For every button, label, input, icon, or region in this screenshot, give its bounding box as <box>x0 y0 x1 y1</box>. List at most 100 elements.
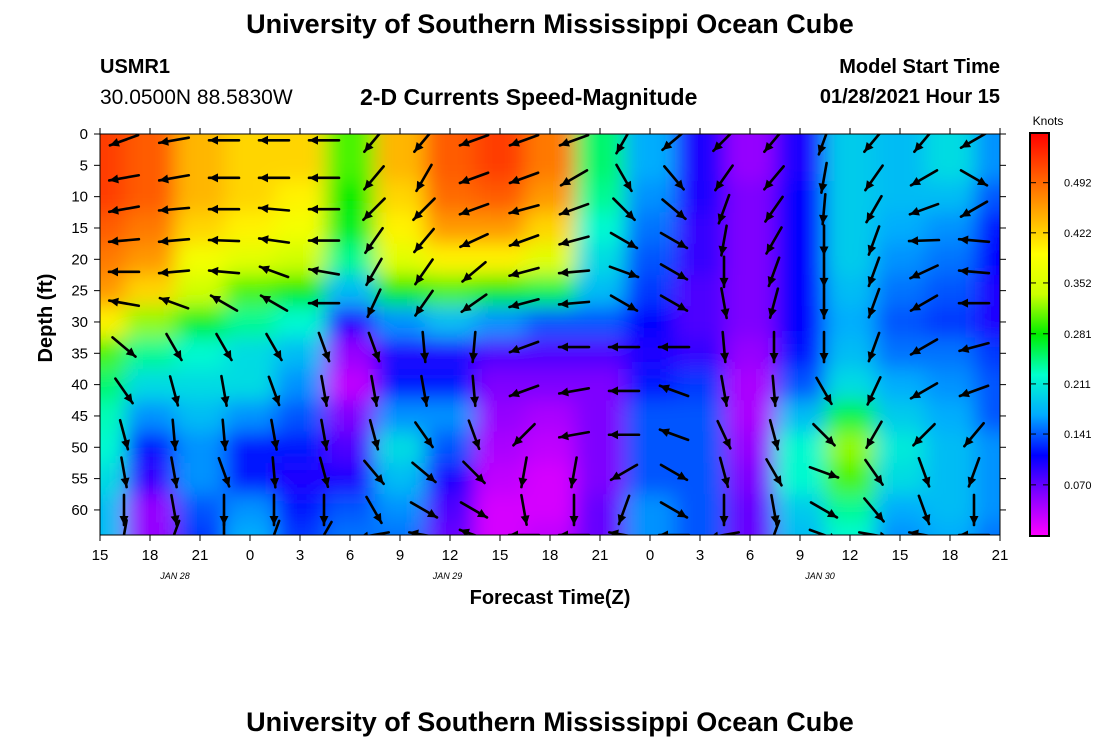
current-vector <box>661 198 687 221</box>
heatmap-cell <box>775 337 826 370</box>
current-vector <box>558 202 590 216</box>
current-vector <box>717 193 731 225</box>
heatmap-cell <box>975 274 1000 307</box>
heatmap-cell <box>775 274 826 307</box>
heatmap-cell <box>725 134 776 151</box>
current-vector <box>217 456 231 488</box>
current-vector <box>609 294 639 312</box>
current-vector <box>958 341 990 353</box>
current-vector <box>209 294 239 312</box>
current-vector <box>607 342 641 352</box>
heatmap-cell <box>475 494 526 523</box>
current-vector <box>468 330 478 364</box>
heatmap-cell <box>775 212 826 245</box>
heatmap-cell <box>625 134 676 151</box>
heatmap-cell <box>325 149 376 182</box>
current-vector <box>818 192 828 226</box>
heatmap-cell <box>875 134 926 151</box>
current-vector <box>157 173 191 184</box>
heatmap-cell <box>125 368 176 401</box>
heatmap-cell <box>525 149 576 182</box>
current-vector <box>969 493 979 527</box>
heatmap-cell <box>425 134 476 151</box>
current-vector <box>508 234 540 247</box>
current-vector <box>363 134 381 154</box>
current-vector <box>307 135 341 145</box>
current-vector <box>913 134 931 154</box>
current-vector <box>714 164 734 192</box>
heatmap-cell <box>575 180 626 213</box>
heatmap-cell <box>225 400 276 433</box>
current-vector <box>257 235 291 245</box>
current-vector <box>958 384 990 398</box>
heatmap-cell <box>925 431 976 464</box>
x-tick-label: 0 <box>646 547 654 564</box>
x-tick-label: 6 <box>746 547 754 564</box>
heatmap-cell <box>425 212 476 245</box>
current-vector <box>769 330 779 364</box>
x-tick-label: 21 <box>192 547 209 564</box>
x-tick-label: 9 <box>796 547 804 564</box>
heatmap-cell <box>225 274 276 307</box>
current-vector <box>867 331 881 363</box>
current-vector <box>609 231 639 250</box>
heatmap-cell <box>475 337 526 370</box>
y-axis: 0 5 10 15 20 25 30 35 40 45 50 55 60 <box>71 126 1006 519</box>
current-vector <box>307 298 341 308</box>
colorbar-scale <box>1029 132 1050 537</box>
heatmap-cell <box>225 337 276 370</box>
heatmap-cell <box>625 180 676 213</box>
current-vector <box>768 418 780 451</box>
current-vector <box>808 528 834 535</box>
current-vector <box>716 419 732 450</box>
current-vector <box>460 293 488 314</box>
current-vector <box>467 419 481 451</box>
heatmap-cell <box>825 306 876 339</box>
heatmap-cell <box>925 494 976 523</box>
heatmap-cell <box>675 400 726 433</box>
current-vector <box>207 266 241 276</box>
current-vector <box>557 530 591 535</box>
heatmap-cell <box>125 494 176 523</box>
heatmap-cell <box>825 134 876 151</box>
y-tick-label: 50 <box>71 439 88 456</box>
current-vector <box>959 169 989 187</box>
heatmap-cell <box>275 368 326 401</box>
heatmap-cell <box>825 462 876 495</box>
heatmap-cell <box>525 462 576 495</box>
heatmap-cell <box>675 337 726 370</box>
heatmap-cell <box>425 306 476 339</box>
heatmap-cell <box>225 462 276 495</box>
heatmap-cell <box>225 306 276 339</box>
heatmap-cell <box>625 368 676 401</box>
current-vector <box>267 375 281 407</box>
heatmap-cell <box>625 149 676 182</box>
current-vector <box>763 165 785 191</box>
current-vector <box>414 421 434 449</box>
current-vector <box>118 418 130 451</box>
heatmap-cell <box>875 462 926 495</box>
current-vector <box>319 493 329 527</box>
current-vector <box>864 458 884 486</box>
current-vector <box>809 501 839 519</box>
current-vector <box>363 459 385 486</box>
heatmap-cell <box>925 149 976 182</box>
current-vector <box>808 465 840 479</box>
heatmap-cell <box>675 431 726 464</box>
heatmap-cell <box>725 306 776 339</box>
heatmap-cell <box>125 306 176 339</box>
heatmap-cell <box>100 462 126 495</box>
current-vector <box>470 374 480 408</box>
current-vector <box>557 430 591 441</box>
current-vector <box>867 225 881 256</box>
current-vector <box>259 294 289 312</box>
current-vector <box>165 332 183 362</box>
current-vector <box>320 418 330 451</box>
current-vector <box>557 342 591 352</box>
colorbar: Knots 0.070 0.141 0.211 0.281 0.352 0.422 0.49… <box>1029 114 1092 537</box>
current-vector <box>767 256 781 288</box>
heatmap-cell <box>825 494 876 523</box>
current-vector <box>367 331 381 363</box>
x-tick-label: 15 <box>492 547 509 564</box>
current-vector <box>657 530 691 535</box>
